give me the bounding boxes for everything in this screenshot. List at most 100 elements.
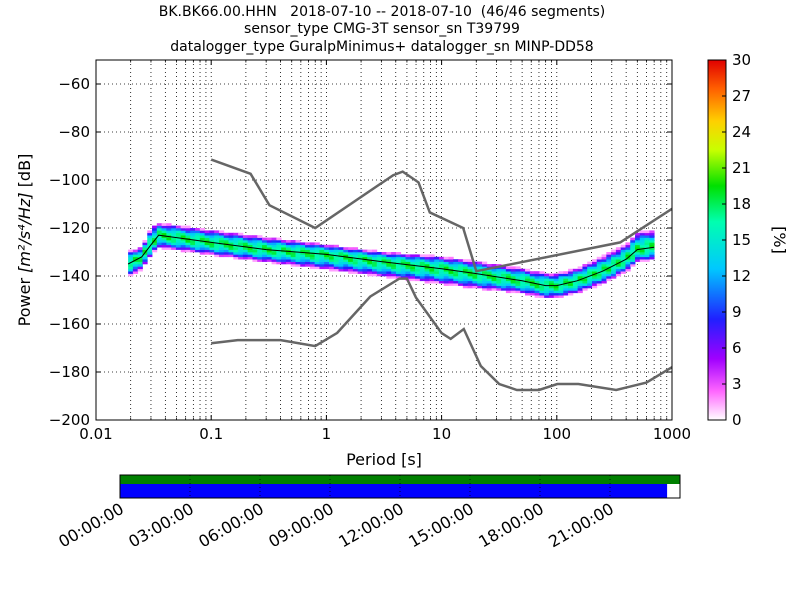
psd-cell bbox=[338, 259, 344, 262]
psd-cell bbox=[424, 273, 430, 277]
psd-cell bbox=[620, 261, 626, 265]
psd-cell bbox=[156, 223, 162, 226]
psd-cell bbox=[620, 256, 626, 260]
psd-cell bbox=[429, 271, 435, 274]
psd-cell bbox=[252, 256, 258, 260]
psd-cell bbox=[352, 266, 359, 270]
psd-cell bbox=[534, 283, 540, 286]
psd-cell bbox=[601, 271, 607, 274]
psd-cell bbox=[410, 254, 416, 258]
psd-cell bbox=[596, 280, 602, 284]
y-tick-label: −180 bbox=[49, 363, 90, 381]
psd-cell bbox=[448, 259, 454, 262]
psd-cell bbox=[448, 261, 454, 265]
psd-cell bbox=[429, 268, 435, 272]
y-tick-label: −200 bbox=[49, 411, 90, 429]
colorbar-tick-label: 9 bbox=[732, 303, 742, 321]
psd-cell bbox=[242, 256, 249, 260]
psd-cell bbox=[486, 285, 492, 289]
psd-cell bbox=[587, 268, 593, 272]
psd-cell bbox=[156, 230, 162, 234]
psd-cell bbox=[285, 242, 292, 246]
psd-cell bbox=[166, 242, 172, 246]
psd-cell bbox=[137, 261, 143, 265]
psd-cell bbox=[491, 288, 497, 291]
psd-cell bbox=[548, 288, 555, 291]
psd-cell bbox=[262, 252, 268, 255]
psd-cell bbox=[501, 268, 507, 272]
psd-cell bbox=[276, 244, 282, 248]
psd-cell bbox=[410, 259, 416, 262]
psd-cell bbox=[285, 256, 292, 260]
psd-cell bbox=[175, 244, 182, 248]
psd-cell bbox=[333, 249, 339, 253]
psd-cell bbox=[591, 276, 598, 279]
psd-cell bbox=[462, 266, 469, 270]
psd-cell bbox=[572, 283, 579, 286]
psd-cell bbox=[405, 268, 411, 272]
psd-cell bbox=[611, 268, 617, 272]
psd-cell bbox=[252, 237, 258, 241]
psd-cell bbox=[424, 271, 430, 274]
psd-cell bbox=[458, 268, 464, 272]
psd-cell bbox=[343, 264, 349, 267]
psd-cell bbox=[548, 276, 555, 279]
psd-cell bbox=[591, 261, 598, 265]
psd-cell bbox=[458, 278, 464, 282]
psd-cell bbox=[577, 276, 583, 279]
psd-cell bbox=[343, 259, 349, 262]
psd-cell bbox=[295, 240, 301, 243]
psd-cell bbox=[357, 259, 363, 262]
psd-cell bbox=[395, 259, 402, 262]
psd-cell bbox=[367, 273, 373, 277]
psd-cell bbox=[262, 254, 268, 258]
psd-cell bbox=[544, 288, 550, 291]
psd-cell bbox=[639, 242, 645, 246]
psd-cell bbox=[376, 264, 382, 267]
psd-cell bbox=[324, 252, 330, 255]
psd-cell bbox=[525, 278, 531, 282]
psd-cell bbox=[529, 283, 536, 286]
psd-cell bbox=[285, 252, 292, 255]
psd-cell bbox=[505, 266, 512, 270]
psd-cell bbox=[458, 283, 464, 286]
psd-cell bbox=[443, 280, 449, 284]
psd-cell bbox=[539, 273, 545, 277]
colorbar-tick-label: 24 bbox=[732, 123, 751, 141]
psd-cell bbox=[520, 288, 526, 291]
psd-cell bbox=[544, 280, 550, 284]
psd-cell bbox=[481, 288, 488, 291]
psd-cell bbox=[548, 278, 555, 282]
psd-cell bbox=[142, 240, 148, 243]
psd-cell bbox=[582, 283, 588, 286]
colorbar-tick-label: 27 bbox=[732, 87, 751, 105]
psd-cell bbox=[233, 247, 239, 250]
psd-cell bbox=[348, 264, 354, 267]
psd-cell bbox=[534, 273, 540, 277]
psd-cell bbox=[166, 244, 172, 248]
psd-cell bbox=[128, 249, 134, 253]
psd-cell bbox=[305, 254, 311, 258]
psd-cell bbox=[548, 283, 555, 286]
psd-cell bbox=[156, 244, 162, 248]
timeline-label: 18:00:00 bbox=[475, 499, 547, 551]
psd-cell bbox=[199, 249, 206, 253]
psd-cell bbox=[548, 292, 555, 296]
psd-cell bbox=[348, 247, 354, 250]
psd-cell bbox=[620, 264, 626, 267]
psd-cell bbox=[319, 266, 325, 270]
psd-cell bbox=[223, 247, 229, 250]
psd-cell bbox=[606, 268, 612, 272]
psd-cell bbox=[529, 290, 536, 294]
psd-cell bbox=[352, 252, 359, 255]
psd-cell bbox=[147, 254, 153, 258]
psd-cell bbox=[443, 271, 449, 274]
psd-cell bbox=[276, 252, 282, 255]
psd-cell bbox=[644, 242, 650, 246]
psd-cell bbox=[324, 256, 330, 260]
psd-cell bbox=[424, 256, 430, 260]
psd-cell bbox=[128, 273, 134, 277]
psd-cell bbox=[166, 223, 172, 226]
psd-cell bbox=[152, 228, 158, 231]
psd-cell bbox=[300, 244, 306, 248]
